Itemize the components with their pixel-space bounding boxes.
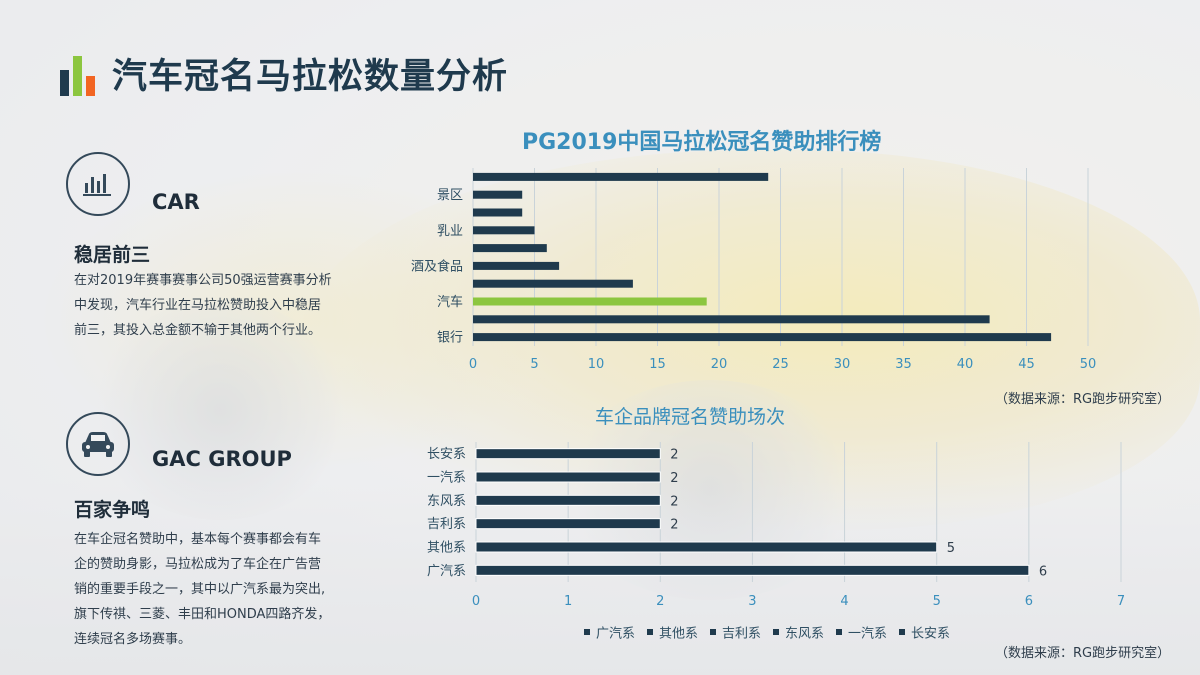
logo-bars-icon — [60, 52, 100, 96]
bar — [473, 279, 633, 288]
legend-swatch — [836, 629, 842, 635]
data-label: 2 — [670, 494, 678, 509]
x-tick-label: 45 — [1018, 357, 1035, 372]
y-tick-label: 景区 — [437, 188, 463, 203]
logo-bar-3 — [86, 76, 95, 96]
y-tick-label: 东风系 — [427, 494, 466, 509]
text-line: 在车企冠名赞助中，基本每个赛事都会有车 — [74, 532, 322, 547]
bar — [473, 226, 535, 235]
x-tick-label: 6 — [1025, 594, 1033, 609]
legend-label: 东风系 — [785, 627, 824, 642]
section-text-2: 在车企冠名赞助中，基本每个赛事都会有车 企的赞助身影，马拉松成为了车企在广告营 … — [74, 527, 374, 652]
chart-2-source: （数据来源：RG跑步研究室） — [995, 646, 1171, 661]
bar — [475, 518, 661, 530]
bar-chart-icon — [66, 152, 130, 216]
data-label: 2 — [670, 448, 678, 463]
legend-label: 广汽系 — [596, 627, 635, 642]
text-line: 前三，其投入总金额不输于其他两个行业。 — [74, 323, 322, 338]
section-heading-1: 稳居前三 — [74, 244, 151, 266]
y-tick-label: 银行 — [437, 331, 463, 346]
chart-1-source: （数据来源：RG跑步研究室） — [995, 392, 1171, 407]
bar — [475, 494, 661, 506]
text-line: 中发现，汽车行业在马拉松赞助投入中稳居 — [74, 298, 322, 313]
legend-swatch — [773, 629, 779, 635]
x-tick-label: 15 — [649, 357, 666, 372]
text-line: 旗下传祺、三菱、丰田和HONDA四路齐发， — [74, 607, 331, 622]
y-tick-label: 汽车 — [437, 294, 463, 310]
data-label: 2 — [670, 471, 678, 486]
x-tick-label: 5 — [530, 357, 538, 372]
bar — [473, 297, 707, 306]
legend-label: 吉利系 — [722, 627, 761, 642]
x-tick-label: 10 — [588, 357, 605, 372]
bar — [473, 190, 523, 199]
text-line: 企的赞助身影，马拉松成为了车企在广告营 — [74, 557, 322, 572]
section-label-car: CAR — [152, 190, 200, 214]
x-tick-label: 2 — [656, 594, 664, 609]
bar — [473, 315, 990, 324]
section-label-gac-group: GAC GROUP — [152, 447, 292, 471]
car-icon — [66, 412, 130, 476]
bar — [475, 471, 661, 483]
logo-bar-2 — [73, 56, 82, 96]
chart-2-title: 车企品牌冠名赞助场次 — [595, 406, 786, 428]
bar — [475, 564, 1030, 576]
y-tick-label: 长安系 — [427, 447, 466, 462]
legend-label: 一汽系 — [848, 627, 887, 642]
chart-1-title: PG2019中国马拉松冠名赞助排行榜 — [522, 130, 882, 155]
legend-swatch — [710, 629, 716, 635]
legend-swatch — [584, 629, 590, 635]
legend-swatch — [647, 629, 653, 635]
data-label: 2 — [670, 518, 678, 533]
legend-swatch — [899, 629, 905, 635]
y-tick-label: 其他系 — [427, 541, 466, 556]
y-tick-label: 酒及食品 — [411, 258, 463, 274]
x-tick-label: 30 — [834, 357, 851, 372]
bar — [473, 208, 523, 217]
x-tick-label: 35 — [895, 357, 912, 372]
x-tick-label: 4 — [840, 594, 848, 609]
data-label: 6 — [1039, 564, 1047, 579]
x-tick-label: 50 — [1080, 357, 1097, 372]
x-tick-label: 5 — [933, 594, 941, 609]
section-text-1: 在对2019年赛事赛事公司50强运营赛事分析 中发现，汽车行业在马拉松赞助投入中… — [74, 268, 374, 343]
x-tick-label: 25 — [772, 357, 789, 372]
y-tick-label: 吉利系 — [427, 517, 466, 532]
legend-label: 其他系 — [659, 627, 698, 642]
bar — [475, 541, 938, 553]
x-tick-label: 0 — [469, 357, 477, 372]
y-tick-label: 一汽系 — [427, 471, 466, 486]
x-tick-label: 40 — [957, 357, 974, 372]
bar — [473, 333, 1052, 342]
page-title: 汽车冠名马拉松数量分析 — [112, 57, 509, 97]
x-tick-label: 3 — [748, 594, 756, 609]
text-line: 连续冠名多场赛事。 — [74, 632, 192, 647]
text-line: 销的重要手段之一，其中以广汽系最为突出, — [74, 582, 326, 597]
x-tick-label: 20 — [711, 357, 728, 372]
text-line: 在对2019年赛事赛事公司50强运营赛事分析 — [74, 273, 332, 288]
x-tick-label: 1 — [564, 594, 572, 609]
data-label: 5 — [947, 541, 955, 556]
legend-label: 长安系 — [911, 627, 950, 642]
y-tick-label: 乳业 — [437, 224, 463, 239]
section-heading-2: 百家争鸣 — [74, 499, 151, 521]
bar — [473, 244, 547, 253]
bar — [473, 261, 560, 270]
bar — [473, 172, 769, 181]
logo-bar-1 — [60, 70, 69, 96]
bar — [475, 448, 661, 460]
y-tick-label: 广汽系 — [427, 564, 466, 579]
x-tick-label: 7 — [1117, 594, 1125, 609]
x-tick-label: 0 — [472, 594, 480, 609]
